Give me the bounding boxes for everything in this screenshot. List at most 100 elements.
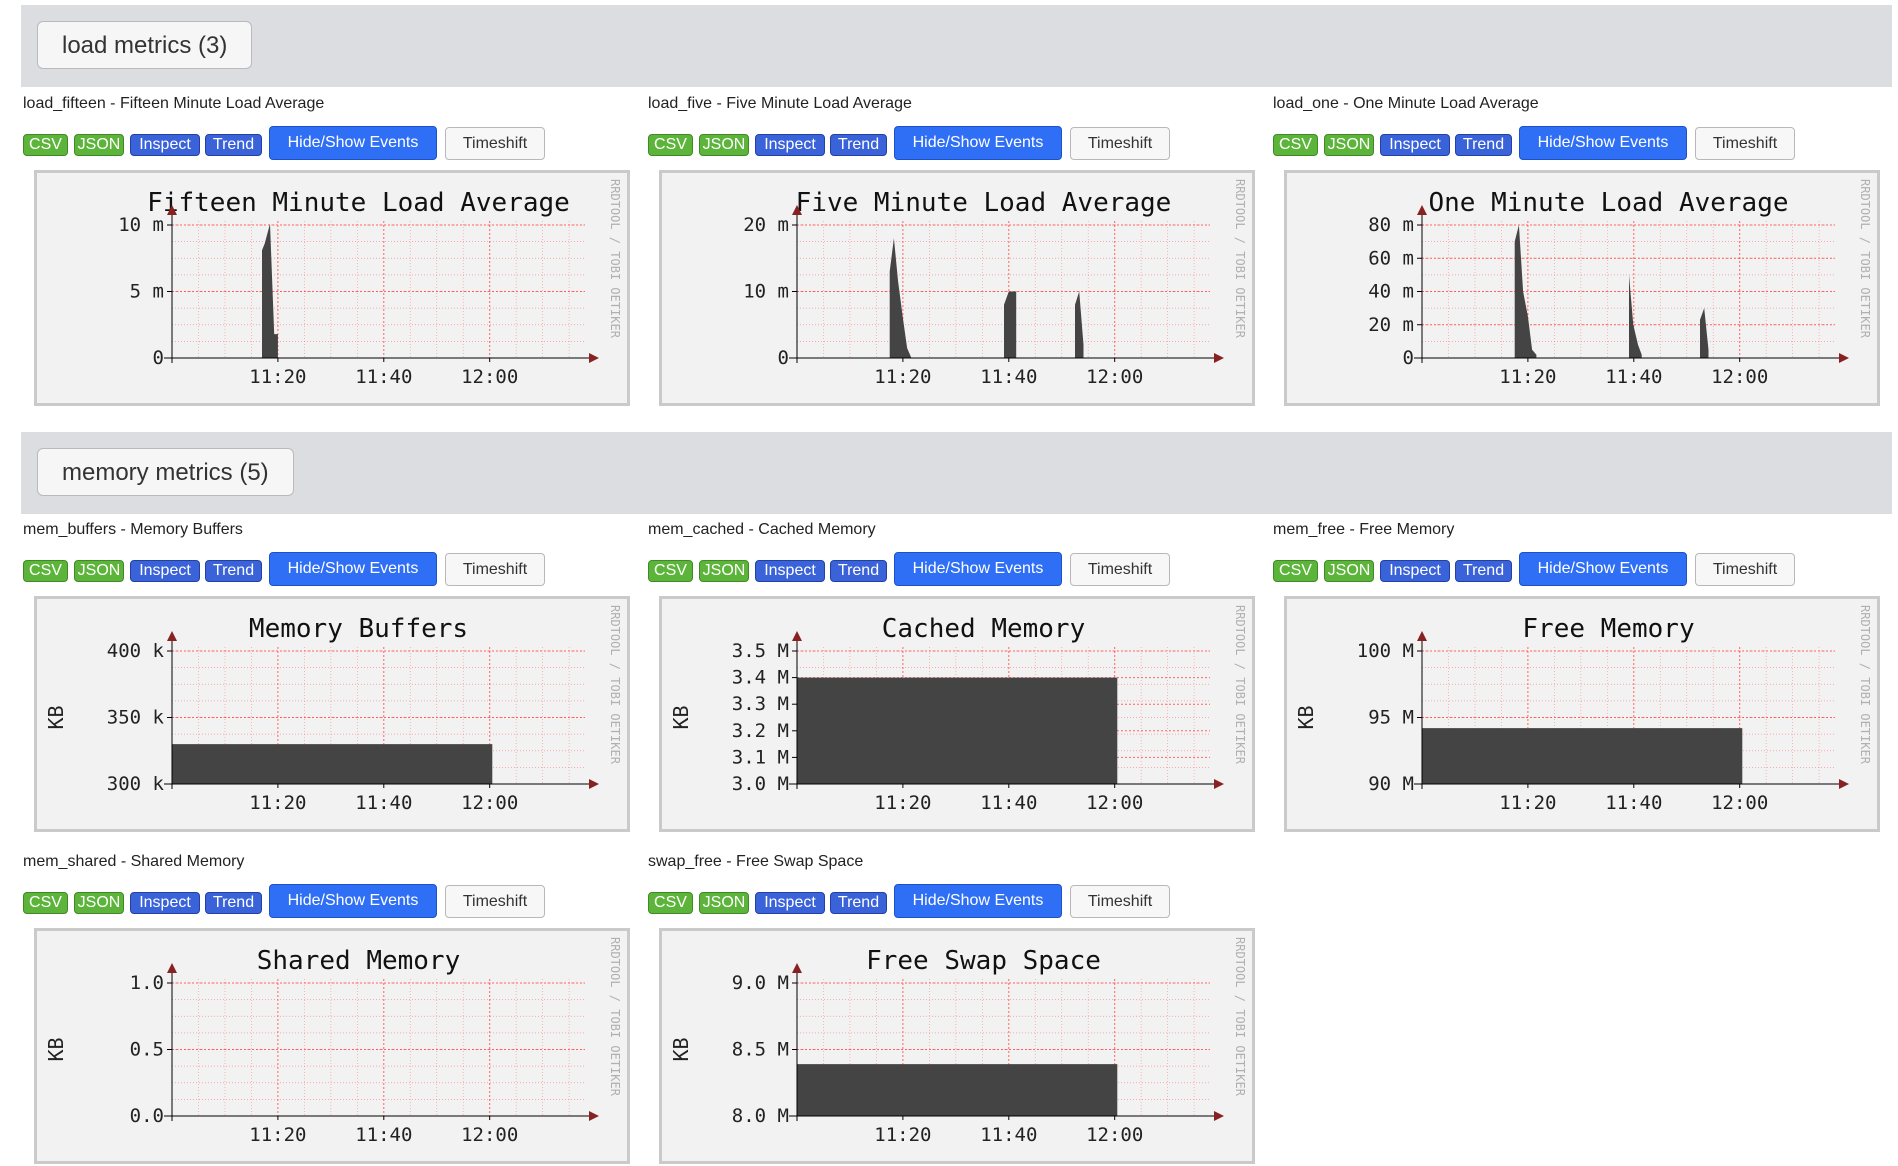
y-tick-label: 0 — [778, 347, 789, 369]
y-tick-label: 100 M — [1357, 640, 1414, 662]
x-tick-label: 11:40 — [355, 366, 412, 388]
inspect-button[interactable]: Inspect — [755, 134, 825, 156]
y-axis-label: KB — [669, 705, 693, 729]
inspect-button[interactable]: Inspect — [130, 892, 200, 914]
y-tick-label: 10 m — [118, 214, 164, 236]
hide-show-events-button[interactable]: Hide/Show Events — [894, 126, 1062, 160]
chart-title: Five Minute Load Average — [796, 188, 1172, 218]
data-area — [172, 744, 493, 784]
csv-button[interactable]: CSV — [23, 892, 68, 914]
y-tick-label: 95 M — [1368, 707, 1414, 729]
y-tick-label: 0 — [153, 347, 164, 369]
json-button[interactable]: JSON — [1324, 560, 1374, 582]
graph-image[interactable]: Five Minute Load Average RRDTOOL / TOBI O… — [659, 170, 1255, 406]
csv-button[interactable]: CSV — [648, 134, 693, 156]
y-tick-label: 9.0 M — [732, 972, 789, 994]
inspect-button[interactable]: Inspect — [755, 560, 825, 582]
data-area — [797, 677, 1118, 784]
y-axis-label: KB — [1294, 705, 1318, 729]
csv-button[interactable]: CSV — [648, 892, 693, 914]
json-button[interactable]: JSON — [74, 892, 124, 914]
hide-show-events-button[interactable]: Hide/Show Events — [269, 126, 437, 160]
y-axis-label: KB — [669, 1037, 693, 1061]
graph-image[interactable]: One Minute Load Average RRDTOOL / TOBI OE… — [1284, 170, 1880, 406]
y-tick-label: 20 m — [743, 214, 789, 236]
csv-button[interactable]: CSV — [23, 134, 68, 156]
x-tick-label: 12:00 — [461, 1124, 518, 1146]
chart-title: Fifteen Minute Load Average — [147, 188, 570, 218]
json-button[interactable]: JSON — [1324, 134, 1374, 156]
timeshift-button[interactable]: Timeshift — [1070, 553, 1170, 586]
json-button[interactable]: JSON — [74, 134, 124, 156]
axes — [164, 205, 599, 363]
grid-lines — [1422, 221, 1835, 359]
inspect-button[interactable]: Inspect — [130, 134, 200, 156]
trend-button[interactable]: Trend — [1455, 134, 1512, 156]
x-tick-label: 11:40 — [1605, 366, 1662, 388]
x-tick-label: 11:40 — [1605, 792, 1662, 814]
csv-button[interactable]: CSV — [1273, 134, 1318, 156]
timeshift-button[interactable]: Timeshift — [1070, 127, 1170, 160]
graph-image[interactable]: Memory Buffers RRDTOOL / TOBI OETIKER 300 … — [34, 596, 630, 832]
inspect-button[interactable]: Inspect — [1380, 134, 1450, 156]
hide-show-events-button[interactable]: Hide/Show Events — [269, 884, 437, 918]
hide-show-events-button[interactable]: Hide/Show Events — [894, 552, 1062, 586]
hide-show-events-button[interactable]: Hide/Show Events — [894, 884, 1062, 918]
inspect-button[interactable]: Inspect — [1380, 560, 1450, 582]
json-button[interactable]: JSON — [699, 892, 749, 914]
rrdtool-watermark: RRDTOOL / TOBI OETIKER — [608, 605, 622, 765]
graph-image[interactable]: Cached Memory RRDTOOL / TOBI OETIKER 3.0 M… — [659, 596, 1255, 832]
y-tick-label: 300 k — [107, 773, 165, 795]
axes — [789, 963, 1224, 1121]
trend-button[interactable]: Trend — [830, 560, 887, 582]
x-tick-label: 11:40 — [355, 792, 412, 814]
hide-show-events-button[interactable]: Hide/Show Events — [1519, 552, 1687, 586]
graph-image[interactable]: Shared Memory RRDTOOL / TOBI OETIKER 0.0 0.… — [34, 928, 630, 1164]
trend-button[interactable]: Trend — [830, 134, 887, 156]
trend-button[interactable]: Trend — [205, 892, 262, 914]
csv-button[interactable]: CSV — [23, 560, 68, 582]
inspect-button[interactable]: Inspect — [755, 892, 825, 914]
x-tick-label: 11:40 — [980, 366, 1037, 388]
grid-lines — [797, 221, 1210, 359]
graph-image[interactable]: Free Memory RRDTOOL / TOBI OETIKER 90 M 95 … — [1284, 596, 1880, 832]
axes — [1414, 205, 1849, 363]
rrdtool-watermark: RRDTOOL / TOBI OETIKER — [1858, 605, 1872, 765]
csv-button[interactable]: CSV — [648, 560, 693, 582]
timeshift-button[interactable]: Timeshift — [445, 553, 545, 586]
json-button[interactable]: JSON — [74, 560, 124, 582]
timeshift-button[interactable]: Timeshift — [445, 885, 545, 918]
chart-svg: One Minute Load Average RRDTOOL / TOBI OE… — [1368, 179, 1872, 388]
section-header-memory: memory metrics (5) — [21, 432, 1892, 514]
graph-image[interactable]: Free Swap Space RRDTOOL / TOBI OETIKER 8.0… — [659, 928, 1255, 1164]
hide-show-events-button[interactable]: Hide/Show Events — [269, 552, 437, 586]
graph-image[interactable]: Fifteen Minute Load Average RRDTOOL / TOB… — [34, 170, 630, 406]
x-tick-label: 11:20 — [874, 792, 931, 814]
json-button[interactable]: JSON — [699, 560, 749, 582]
section-toggle-load[interactable]: load metrics (3) — [37, 21, 253, 69]
trend-button[interactable]: Trend — [205, 560, 262, 582]
chart-title: Cached Memory — [882, 614, 1086, 644]
x-tick-label: 11:20 — [249, 1124, 306, 1146]
csv-button[interactable]: CSV — [1273, 560, 1318, 582]
x-tick-label: 11:40 — [980, 792, 1037, 814]
timeshift-button[interactable]: Timeshift — [1070, 885, 1170, 918]
timeshift-button[interactable]: Timeshift — [1695, 127, 1795, 160]
trend-button[interactable]: Trend — [205, 134, 262, 156]
y-tick-label: 3.5 M — [732, 640, 789, 662]
graph-title: mem_cached - Cached Memory — [648, 521, 876, 538]
timeshift-button[interactable]: Timeshift — [1695, 553, 1795, 586]
inspect-button[interactable]: Inspect — [130, 560, 200, 582]
json-button[interactable]: JSON — [699, 134, 749, 156]
timeshift-button[interactable]: Timeshift — [445, 127, 545, 160]
y-tick-label: 0 — [1403, 347, 1414, 369]
trend-button[interactable]: Trend — [830, 892, 887, 914]
section-toggle-memory[interactable]: memory metrics (5) — [37, 448, 294, 496]
rrdtool-watermark: RRDTOOL / TOBI OETIKER — [608, 179, 622, 339]
x-tick-label: 11:20 — [1499, 792, 1556, 814]
trend-button[interactable]: Trend — [1455, 560, 1512, 582]
data-area — [262, 223, 278, 358]
hide-show-events-button[interactable]: Hide/Show Events — [1519, 126, 1687, 160]
graph-title: load_fifteen - Fifteen Minute Load Avera… — [23, 95, 325, 112]
data-area — [889, 238, 1084, 358]
